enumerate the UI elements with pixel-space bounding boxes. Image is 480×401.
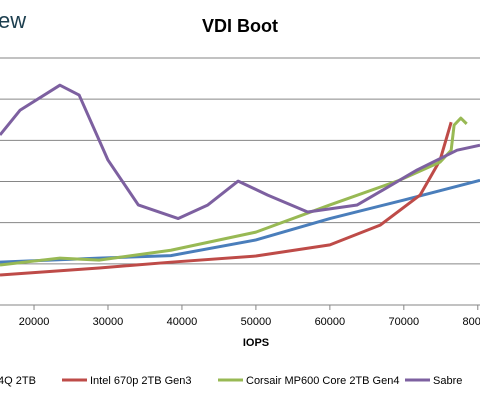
x-tick-label: 40000 [167,316,198,328]
x-tick-label: 60000 [315,316,346,328]
legend-label: 4Q 2TB [0,375,36,387]
x-tick-label: 80000 [462,316,480,328]
series-line [0,178,480,264]
x-tick-label: 30000 [93,316,124,328]
chart-title: VDI Boot [202,16,278,36]
legend-label: Corsair MP600 Core 2TB Gen4 [246,375,399,387]
x-tick-label: 20000 [19,316,50,328]
x-tick-label: 50000 [241,316,272,328]
logo: ew [0,8,26,33]
series-line [0,116,468,267]
x-tick-label: 70000 [389,316,420,328]
x-axis-label: IOPS [243,337,269,349]
legend-label: Intel 670p 2TB Gen3 [90,375,192,387]
series-line [0,121,453,277]
series-line [0,83,480,221]
legend-label: Sabre [433,375,462,387]
